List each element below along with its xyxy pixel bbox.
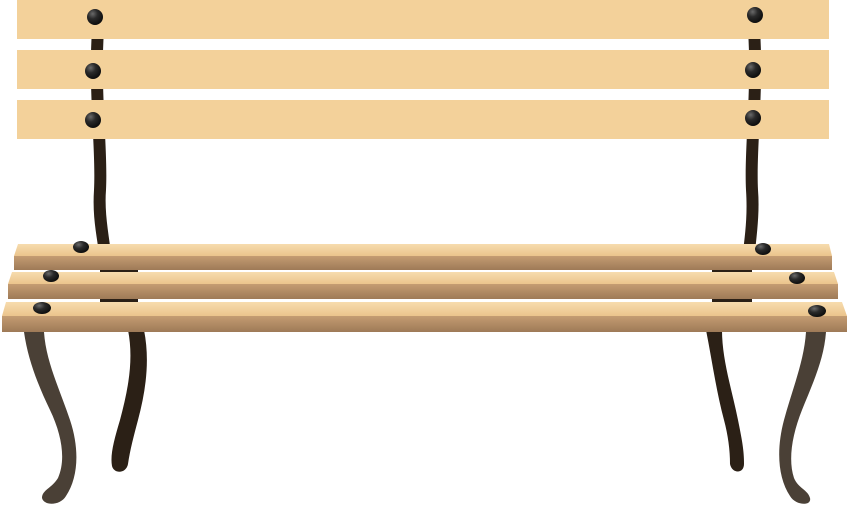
bolt-icon: [745, 110, 761, 126]
seat-slat-3-top: [2, 302, 847, 316]
bolt-icon: [87, 9, 103, 25]
bolt-icon: [85, 63, 101, 79]
bolt-icon: [33, 302, 51, 314]
seat-slat-1-front: [14, 256, 832, 270]
leg-back-right: [706, 330, 744, 472]
seat-slat-3-front: [2, 316, 847, 332]
leg-back-left: [111, 330, 147, 472]
back-slat-middle: [17, 50, 829, 89]
bolt-icon: [85, 112, 101, 128]
back-slat-bottom: [17, 100, 829, 139]
seat-slat-2-front: [8, 284, 838, 299]
seat-slat-1-top: [14, 244, 832, 256]
bolt-icon: [789, 272, 805, 284]
seat-slat-2-top: [8, 272, 838, 284]
bolt-icon: [747, 7, 763, 23]
bolt-icon: [745, 62, 761, 78]
bolt-icon: [73, 241, 89, 253]
front-legs: [24, 332, 826, 504]
back-bolts: [85, 7, 763, 128]
leg-front-right: [779, 332, 826, 504]
leg-front-left: [24, 332, 77, 504]
back-slats: [17, 0, 829, 139]
bolt-icon: [755, 243, 771, 255]
back-slat-top: [17, 0, 829, 39]
bolt-icon: [808, 305, 826, 317]
bolt-icon: [43, 270, 59, 282]
seat-slats: [2, 244, 847, 332]
seat-bolts: [33, 241, 826, 317]
